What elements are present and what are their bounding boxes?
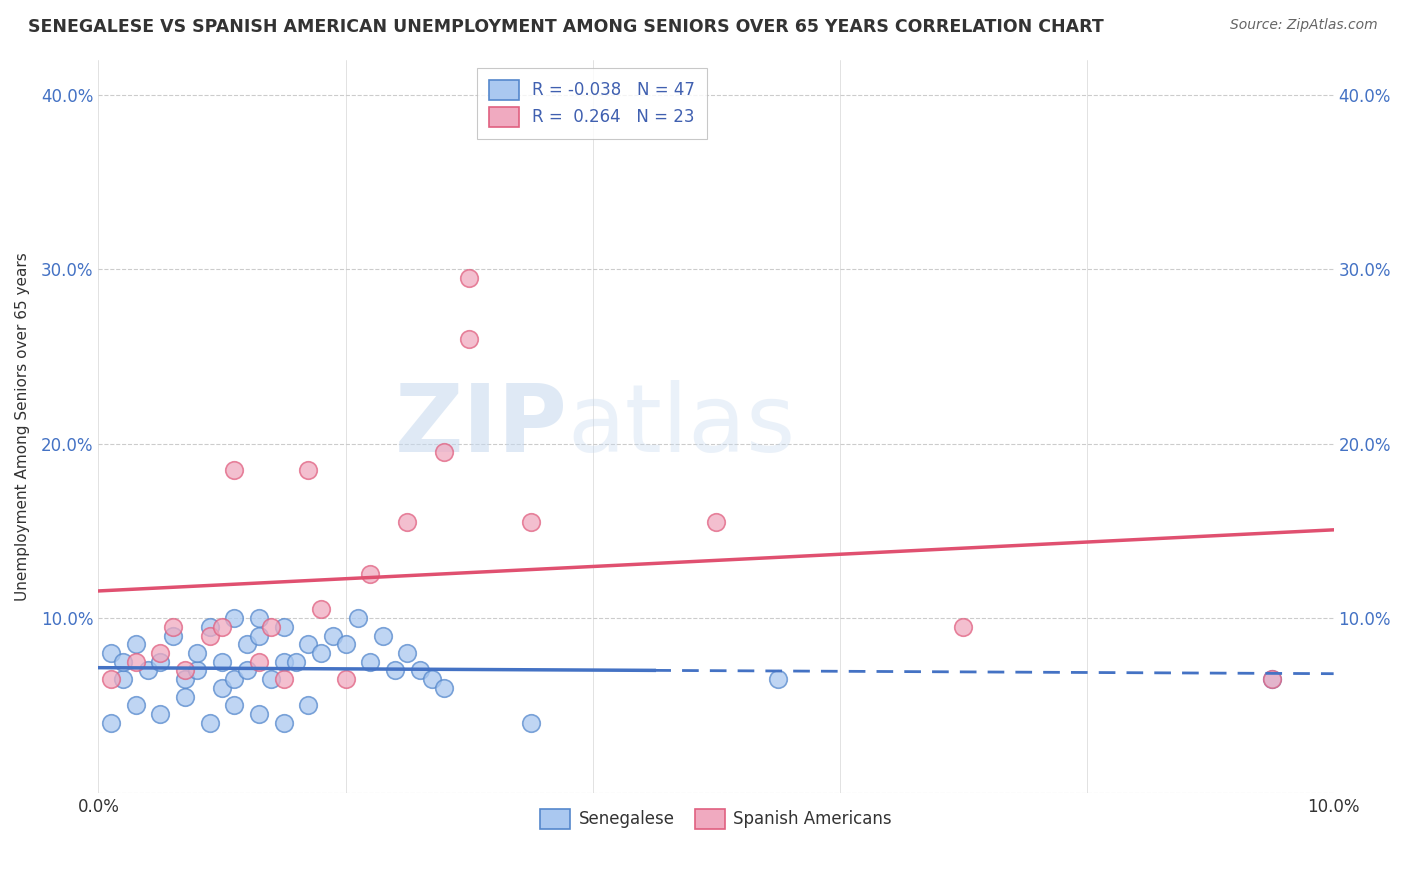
Point xyxy=(186,664,208,678)
Point xyxy=(174,672,197,686)
Point xyxy=(186,646,208,660)
Point xyxy=(260,672,283,686)
Point xyxy=(273,715,295,730)
Point xyxy=(359,567,381,582)
Point xyxy=(285,655,308,669)
Point xyxy=(136,664,159,678)
Point xyxy=(100,715,122,730)
Point xyxy=(273,620,295,634)
Point xyxy=(124,698,146,713)
Point xyxy=(1261,672,1284,686)
Point xyxy=(112,655,135,669)
Point xyxy=(174,690,197,704)
Point xyxy=(100,646,122,660)
Point xyxy=(112,672,135,686)
Point xyxy=(273,655,295,669)
Point xyxy=(247,655,270,669)
Point xyxy=(198,629,221,643)
Point xyxy=(297,698,319,713)
Point xyxy=(520,515,543,529)
Point xyxy=(124,655,146,669)
Point xyxy=(322,629,344,643)
Text: ZIP: ZIP xyxy=(395,380,568,472)
Point xyxy=(247,629,270,643)
Point xyxy=(371,629,394,643)
Point xyxy=(224,698,246,713)
Point xyxy=(1261,672,1284,686)
Point xyxy=(335,672,357,686)
Point xyxy=(273,672,295,686)
Point xyxy=(235,637,257,651)
Point xyxy=(520,715,543,730)
Point xyxy=(224,672,246,686)
Point xyxy=(297,463,319,477)
Point xyxy=(347,611,370,625)
Point xyxy=(433,681,456,695)
Point xyxy=(149,655,172,669)
Legend: Senegalese, Spanish Americans: Senegalese, Spanish Americans xyxy=(534,802,898,836)
Text: atlas: atlas xyxy=(568,380,796,472)
Point xyxy=(235,664,257,678)
Point xyxy=(458,332,481,346)
Point xyxy=(297,637,319,651)
Point xyxy=(211,620,233,634)
Point xyxy=(766,672,789,686)
Point xyxy=(198,715,221,730)
Point xyxy=(396,646,419,660)
Point xyxy=(211,681,233,695)
Point xyxy=(309,646,332,660)
Point xyxy=(420,672,443,686)
Text: Source: ZipAtlas.com: Source: ZipAtlas.com xyxy=(1230,18,1378,32)
Point xyxy=(309,602,332,616)
Point xyxy=(335,637,357,651)
Point xyxy=(224,463,246,477)
Point xyxy=(224,611,246,625)
Point xyxy=(433,445,456,459)
Point xyxy=(162,629,184,643)
Point xyxy=(124,637,146,651)
Point xyxy=(211,655,233,669)
Point xyxy=(174,664,197,678)
Point xyxy=(149,646,172,660)
Point xyxy=(260,620,283,634)
Point xyxy=(162,620,184,634)
Point xyxy=(247,611,270,625)
Point xyxy=(149,707,172,722)
Text: SENEGALESE VS SPANISH AMERICAN UNEMPLOYMENT AMONG SENIORS OVER 65 YEARS CORRELAT: SENEGALESE VS SPANISH AMERICAN UNEMPLOYM… xyxy=(28,18,1104,36)
Point xyxy=(396,515,419,529)
Point xyxy=(408,664,430,678)
Point xyxy=(100,672,122,686)
Point xyxy=(384,664,406,678)
Point xyxy=(247,707,270,722)
Point xyxy=(198,620,221,634)
Point xyxy=(952,620,974,634)
Point xyxy=(359,655,381,669)
Point xyxy=(704,515,727,529)
Y-axis label: Unemployment Among Seniors over 65 years: Unemployment Among Seniors over 65 years xyxy=(15,252,30,600)
Point xyxy=(458,270,481,285)
